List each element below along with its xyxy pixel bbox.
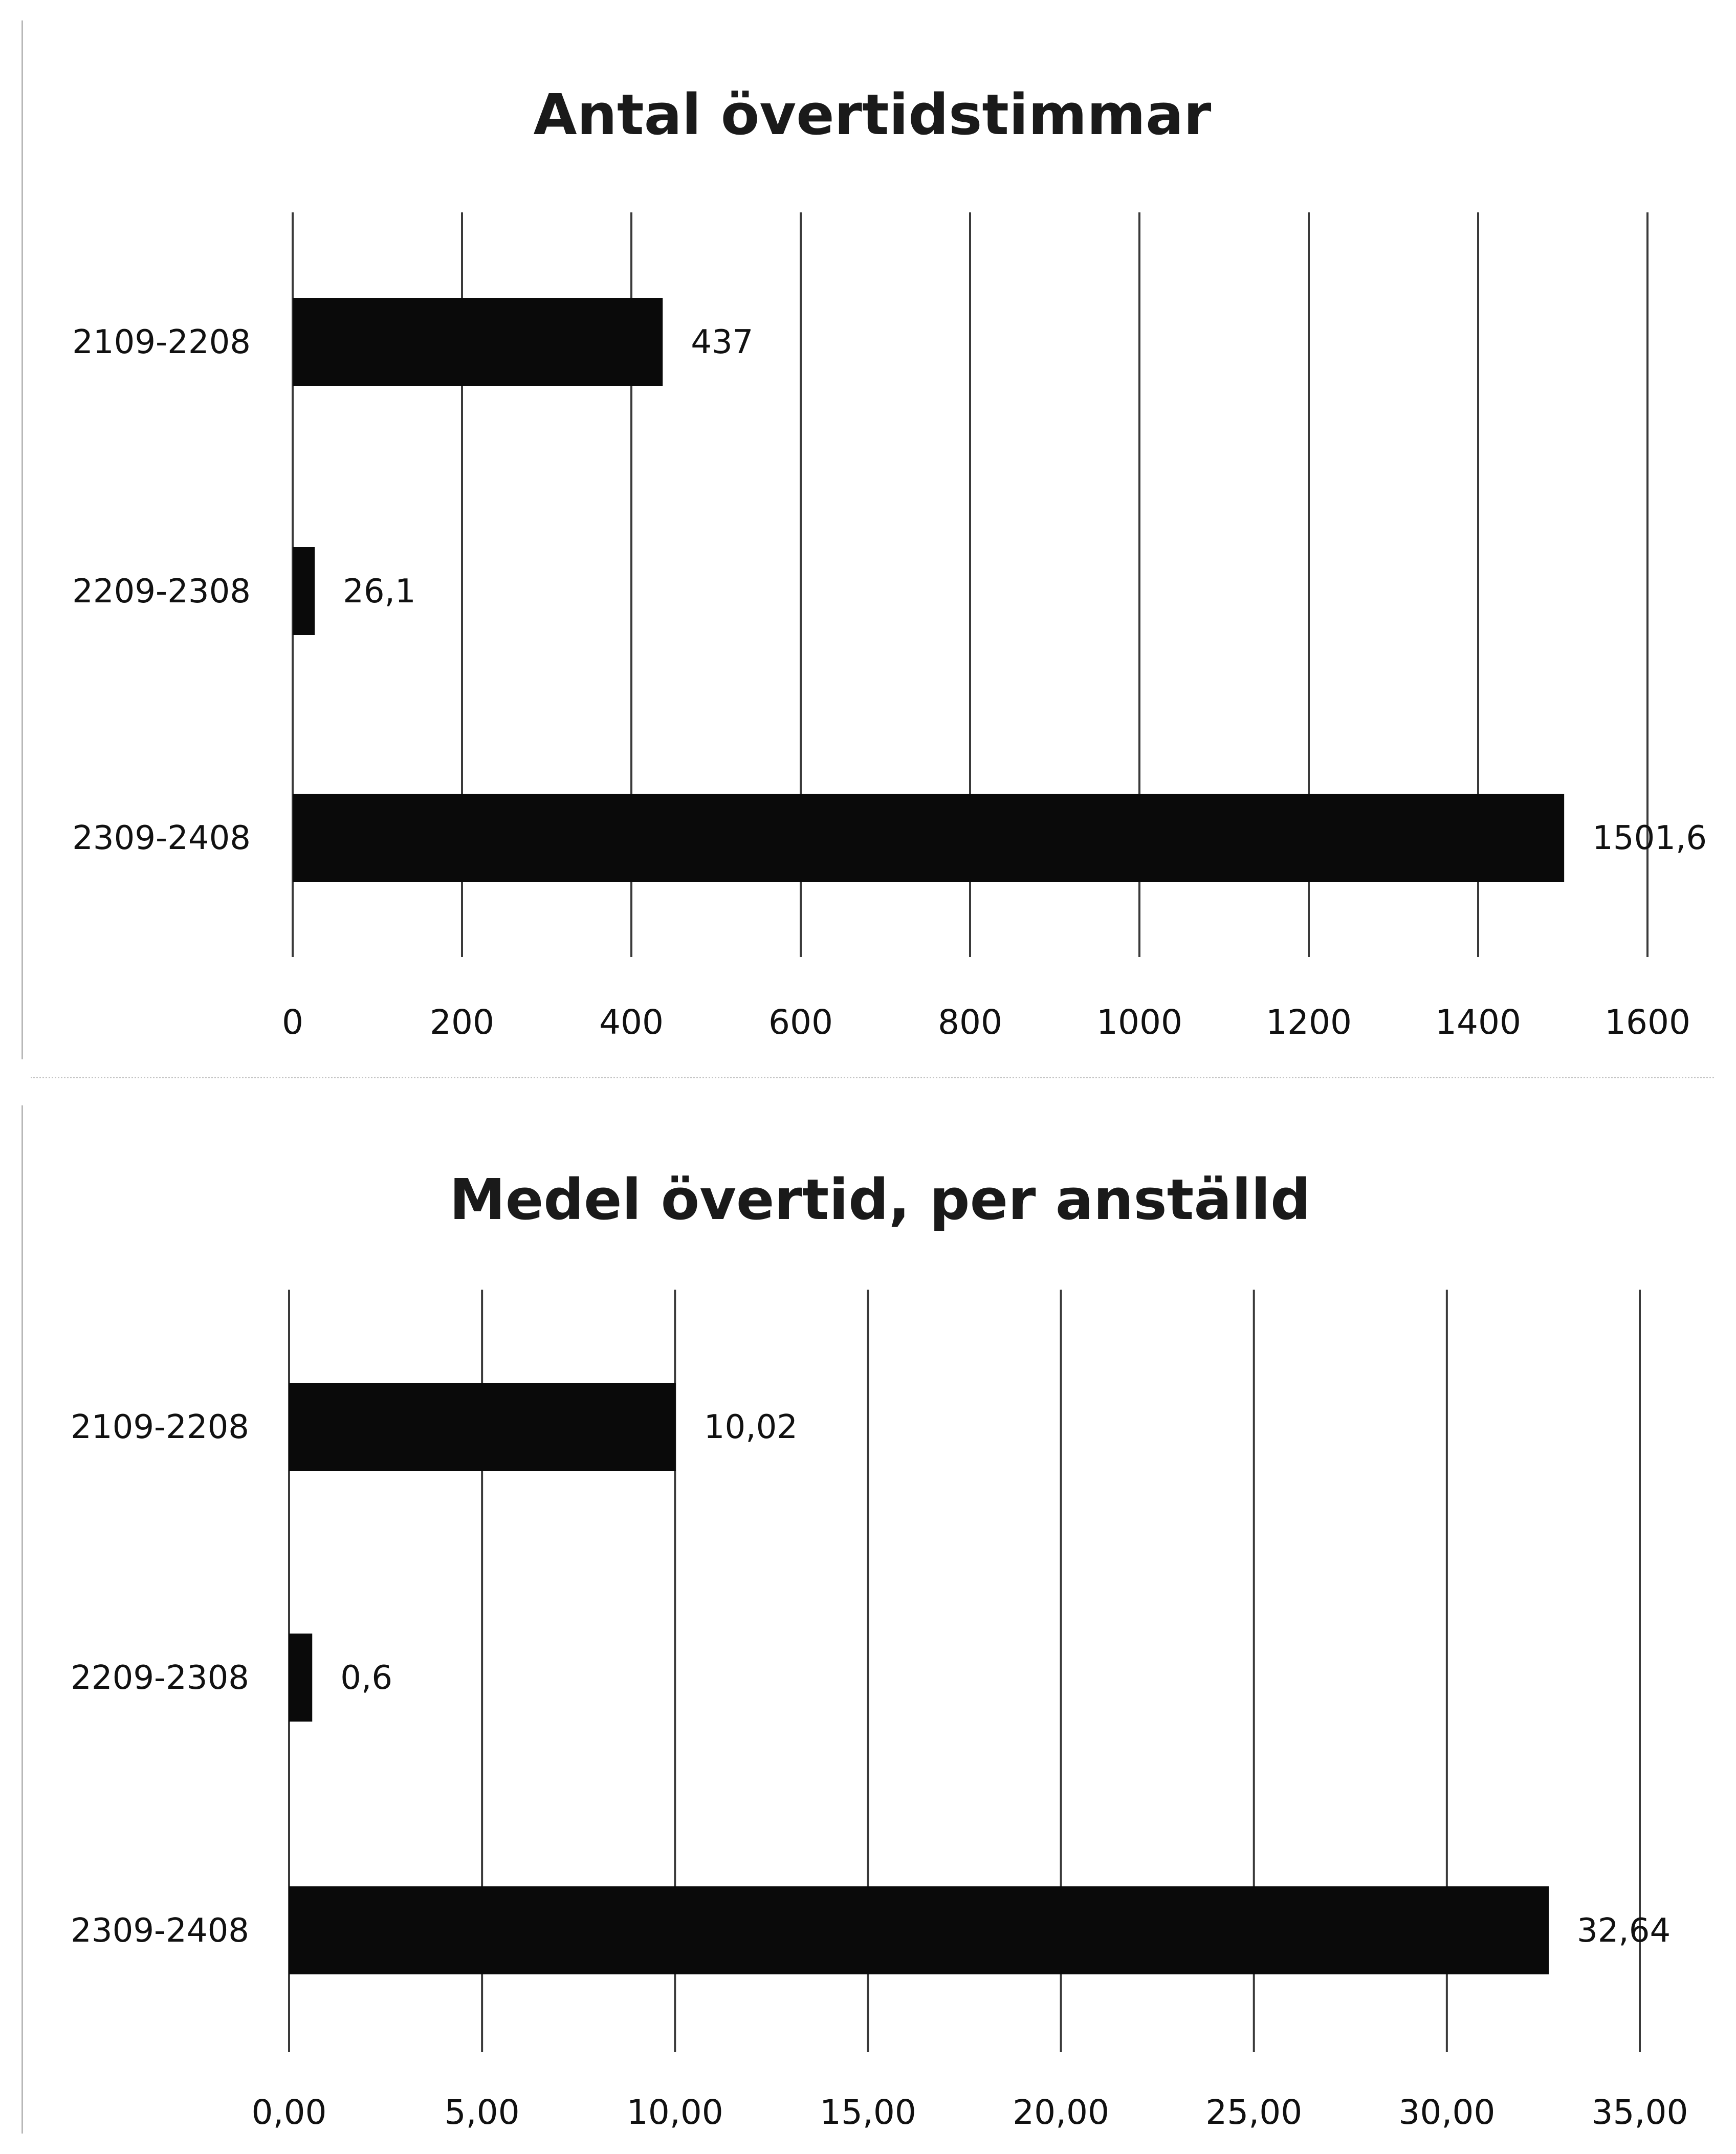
data-label: 437: [691, 323, 753, 361]
chart-panel-avg-overtime: Medel övertid, per anställd 10,02 0,6 32,6…: [0, 1085, 1736, 2154]
bar-chart-avg-overtime-per-employee: Medel övertid, per anställd 10,02 0,6 32,6…: [71, 1167, 1688, 2132]
category-axis-labels: 2109-2208 2209-2308 2309-2408: [71, 1408, 249, 1950]
bar: [289, 1634, 313, 1722]
x-tick-label: 800: [938, 1003, 1002, 1042]
bar: [289, 1383, 676, 1471]
x-axis-tick-labels: 0 200 400 600 800 1000 1200 1400 1600: [282, 1003, 1690, 1042]
x-tick-label: 5,00: [445, 2093, 520, 2132]
data-label: 1501,6: [1592, 819, 1707, 857]
category-axis-labels: 2109-2208 2209-2308 2309-2408: [72, 323, 251, 857]
x-tick-label: 25,00: [1205, 2093, 1302, 2132]
category-label: 2309-2408: [71, 1912, 249, 1950]
x-tick-label: 400: [599, 1003, 664, 1042]
category-label: 2209-2308: [71, 1659, 249, 1697]
panel-border: [21, 1105, 23, 2134]
chart-panel-overtime-hours: Antal övertidstimmar 437 26,1 1501,6 2109-…: [21, 20, 1714, 1078]
category-label: 2209-2308: [72, 573, 251, 611]
x-tick-label: 1400: [1435, 1003, 1521, 1042]
x-tick-label: 1000: [1096, 1003, 1182, 1042]
x-tick-label: 1600: [1605, 1003, 1690, 1042]
x-tick-label: 1200: [1266, 1003, 1352, 1042]
x-tick-label: 10,00: [627, 2093, 723, 2132]
panel-border: [21, 20, 23, 1059]
bar-chart-overtime-hours: Antal övertidstimmar 437 26,1 1501,6 2109-…: [72, 82, 1707, 1042]
chart-title: Antal övertidstimmar: [534, 82, 1212, 147]
data-label: 0,6: [340, 1659, 392, 1697]
bar: [293, 298, 663, 386]
x-tick-label: 600: [768, 1003, 833, 1042]
x-axis-tick-labels: 0,00 5,00 10,00 15,00 20,00 25,00 30,00 35,00: [252, 2093, 1688, 2132]
bar-series: [289, 1383, 1549, 1974]
data-label: 26,1: [343, 573, 416, 611]
data-labels: 10,02 0,6 32,64: [340, 1408, 1671, 1950]
category-label: 2109-2208: [71, 1408, 249, 1446]
x-tick-label: 0: [282, 1003, 303, 1042]
panel-divider: [31, 1077, 1714, 1078]
x-tick-label: 0,00: [252, 2093, 327, 2132]
category-label: 2109-2208: [72, 323, 251, 361]
x-tick-label: 200: [430, 1003, 494, 1042]
category-label: 2309-2408: [72, 819, 251, 857]
bar: [293, 794, 1565, 882]
x-tick-label: 30,00: [1398, 2093, 1495, 2132]
x-tick-label: 15,00: [820, 2093, 916, 2132]
data-label: 10,02: [704, 1408, 798, 1446]
chart-title: Medel övertid, per anställd: [449, 1167, 1311, 1232]
x-tick-label: 35,00: [1592, 2093, 1688, 2132]
bar: [289, 1886, 1549, 1974]
data-label: 32,64: [1577, 1912, 1671, 1950]
x-tick-label: 20,00: [1013, 2093, 1109, 2132]
data-labels: 437 26,1 1501,6: [343, 323, 1707, 857]
bar: [293, 547, 315, 635]
bar-series: [293, 298, 1565, 882]
